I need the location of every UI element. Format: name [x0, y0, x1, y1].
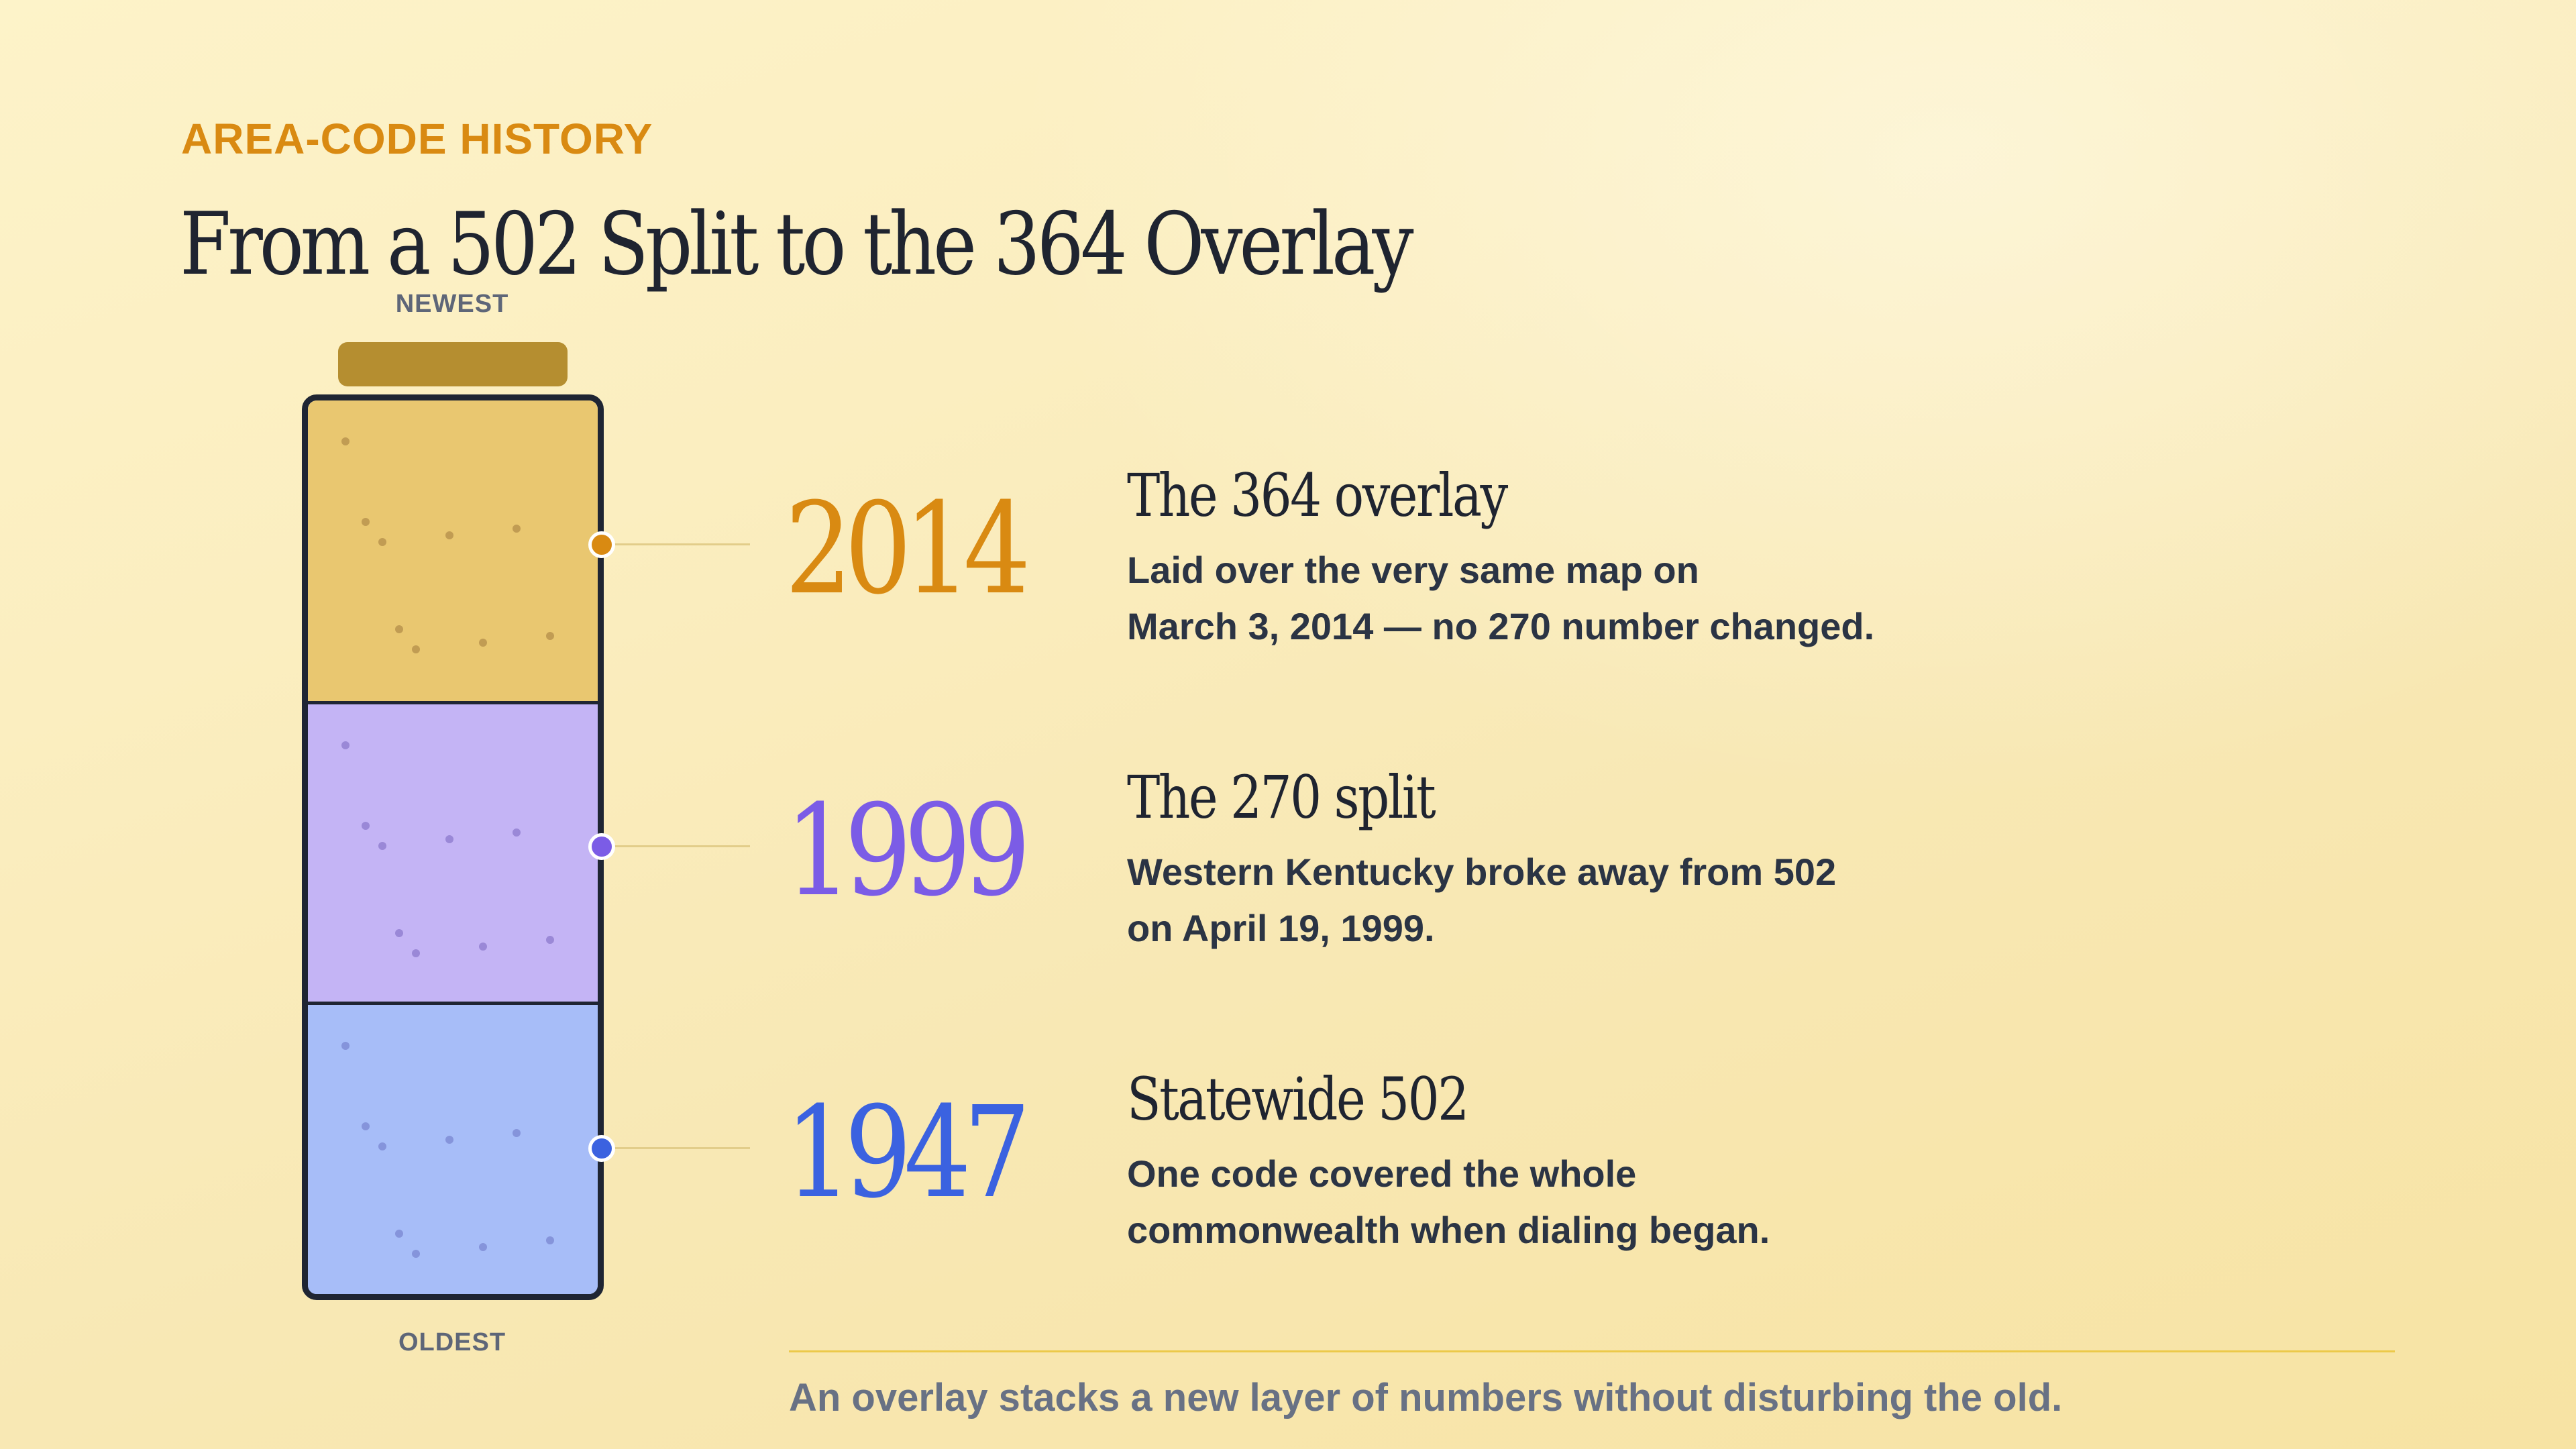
- oldest-label: OLDEST: [398, 1328, 506, 1356]
- page-title: From a 502 Split to the 364 Overlay: [180, 195, 1414, 294]
- layer-jar: [302, 394, 604, 1300]
- event-desc-1999-line1: Western Kentucky broke away from 502: [1127, 851, 1837, 893]
- year-1947: 1947: [785, 1079, 1031, 1226]
- event-desc-2014: Laid over the very same map on March 3, …: [1127, 542, 2133, 655]
- event-desc-1999-line2: on April 19, 1999.: [1127, 907, 1435, 949]
- event-title-1947: Statewide 502: [1127, 1065, 1469, 1134]
- layer-1947: [308, 1002, 598, 1294]
- pin-2014: [588, 531, 615, 558]
- layer-2014: [308, 400, 598, 701]
- event-desc-1947-line2: commonwealth when dialing began.: [1127, 1209, 1770, 1251]
- background-glow: [1006, 0, 2576, 805]
- layer-1999: [308, 701, 598, 1005]
- connector-1999: [604, 845, 750, 847]
- pin-1999: [588, 833, 615, 860]
- connector-2014: [604, 543, 750, 545]
- event-title-1999: The 270 split: [1127, 763, 1436, 832]
- event-title-2014: The 364 overlay: [1127, 461, 1508, 530]
- year-2014: 2014: [785, 476, 1031, 623]
- year-1999: 1999: [785, 777, 1031, 924]
- event-desc-1947-line1: One code covered the whole: [1127, 1152, 1637, 1195]
- event-desc-1999: Western Kentucky broke away from 502 on …: [1127, 844, 2133, 957]
- pin-1947: [588, 1135, 615, 1162]
- event-desc-2014-line1: Laid over the very same map on: [1127, 549, 1699, 591]
- connector-1947: [604, 1147, 750, 1149]
- event-desc-1947: One code covered the whole commonwealth …: [1127, 1146, 2133, 1258]
- event-desc-2014-line2: March 3, 2014 — no 270 number changed.: [1127, 605, 1875, 647]
- footer-caption: An overlay stacks a new layer of numbers…: [789, 1376, 2063, 1419]
- jar-lid: [338, 342, 568, 386]
- newest-label: NEWEST: [395, 290, 509, 318]
- footer-divider: [789, 1350, 2395, 1352]
- eyebrow-label: AREA-CODE HISTORY: [181, 115, 653, 163]
